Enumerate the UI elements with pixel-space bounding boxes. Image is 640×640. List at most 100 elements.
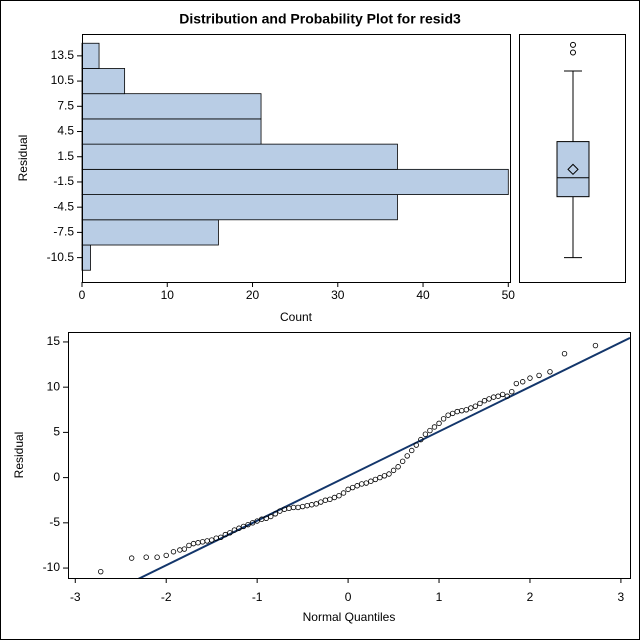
point bbox=[381, 473, 388, 479]
point bbox=[331, 494, 338, 501]
y-tick-label: -4.5 bbox=[53, 199, 74, 213]
point bbox=[527, 375, 533, 381]
point bbox=[236, 525, 242, 531]
point bbox=[431, 424, 438, 430]
point bbox=[390, 467, 397, 474]
y-tick-label: -1.5 bbox=[53, 174, 74, 188]
point bbox=[399, 458, 406, 465]
point bbox=[336, 492, 342, 499]
x-tick-label: 10 bbox=[161, 288, 175, 302]
point bbox=[409, 447, 415, 454]
point bbox=[404, 453, 410, 459]
point bbox=[222, 531, 229, 538]
point bbox=[463, 407, 470, 413]
point bbox=[268, 513, 274, 520]
point bbox=[318, 499, 324, 505]
point bbox=[186, 542, 192, 549]
x-tick-label: 30 bbox=[331, 288, 345, 302]
point bbox=[128, 555, 135, 561]
point bbox=[327, 496, 333, 503]
point bbox=[143, 554, 149, 560]
point bbox=[495, 393, 501, 399]
plot-frame bbox=[68, 332, 631, 579]
point bbox=[377, 474, 383, 481]
y-tick-label: 7.5 bbox=[57, 98, 74, 112]
point bbox=[504, 393, 510, 399]
point bbox=[440, 416, 447, 422]
bar bbox=[81, 93, 262, 120]
x-tick-label: 0 bbox=[345, 590, 352, 604]
point bbox=[181, 546, 188, 552]
point bbox=[313, 501, 319, 507]
point bbox=[170, 549, 177, 555]
mean bbox=[567, 163, 579, 176]
outlier bbox=[570, 41, 576, 48]
chart-title: Distribution and Probability Plot for re… bbox=[179, 11, 461, 27]
point bbox=[249, 520, 256, 526]
plot-frame bbox=[82, 34, 511, 283]
bar bbox=[81, 143, 398, 170]
point bbox=[468, 405, 474, 411]
y-tick-label: 13.5 bbox=[51, 48, 75, 62]
point bbox=[368, 478, 374, 484]
point bbox=[422, 431, 429, 437]
point bbox=[486, 396, 492, 402]
point bbox=[245, 521, 251, 528]
point bbox=[536, 372, 542, 379]
x-tick-label: 0 bbox=[79, 288, 86, 302]
point bbox=[163, 552, 169, 559]
y-tick-label: -7.5 bbox=[53, 225, 74, 239]
bar bbox=[81, 118, 262, 145]
bar bbox=[81, 68, 126, 95]
point bbox=[154, 554, 160, 560]
x-tick-label: 1 bbox=[436, 590, 443, 604]
y-tick-label: 4.5 bbox=[57, 124, 74, 138]
point bbox=[547, 369, 553, 375]
point bbox=[472, 403, 479, 409]
y-tick-label: -5 bbox=[49, 515, 60, 529]
x-tick-label: -2 bbox=[161, 590, 172, 604]
point bbox=[449, 410, 456, 417]
y-tick-label: 15 bbox=[47, 334, 61, 348]
point bbox=[363, 480, 369, 486]
point bbox=[263, 515, 269, 522]
point bbox=[519, 379, 526, 385]
y-tick-label: -10.5 bbox=[47, 250, 75, 264]
point bbox=[427, 427, 433, 434]
point bbox=[227, 530, 233, 536]
y-axis-label: Residual bbox=[12, 432, 26, 479]
y-tick-label: 5 bbox=[53, 425, 60, 439]
point bbox=[499, 391, 506, 398]
y-tick-label: 10 bbox=[47, 379, 61, 393]
point bbox=[413, 442, 419, 448]
y-tick-label: 10.5 bbox=[51, 73, 75, 87]
point bbox=[349, 484, 356, 491]
box bbox=[556, 141, 590, 198]
point bbox=[231, 527, 238, 533]
point bbox=[218, 534, 224, 541]
bar bbox=[81, 168, 509, 195]
point bbox=[98, 568, 104, 575]
bar bbox=[81, 219, 219, 246]
point bbox=[436, 420, 442, 427]
plot-frame bbox=[519, 34, 626, 283]
point bbox=[592, 342, 599, 349]
point bbox=[354, 483, 360, 489]
point bbox=[272, 511, 279, 517]
point bbox=[386, 471, 392, 477]
x-axis-label: Count bbox=[280, 310, 313, 324]
x-tick-label: -1 bbox=[252, 590, 263, 604]
point bbox=[395, 464, 401, 470]
point bbox=[445, 412, 451, 418]
bar bbox=[81, 244, 91, 271]
point bbox=[345, 486, 351, 493]
reference-line bbox=[137, 336, 630, 578]
point bbox=[481, 398, 488, 404]
x-tick-label: 40 bbox=[416, 288, 430, 302]
x-tick-label: 2 bbox=[527, 590, 534, 604]
bar bbox=[81, 194, 398, 221]
point bbox=[561, 351, 568, 357]
plot-area bbox=[98, 336, 630, 578]
point bbox=[418, 436, 424, 443]
